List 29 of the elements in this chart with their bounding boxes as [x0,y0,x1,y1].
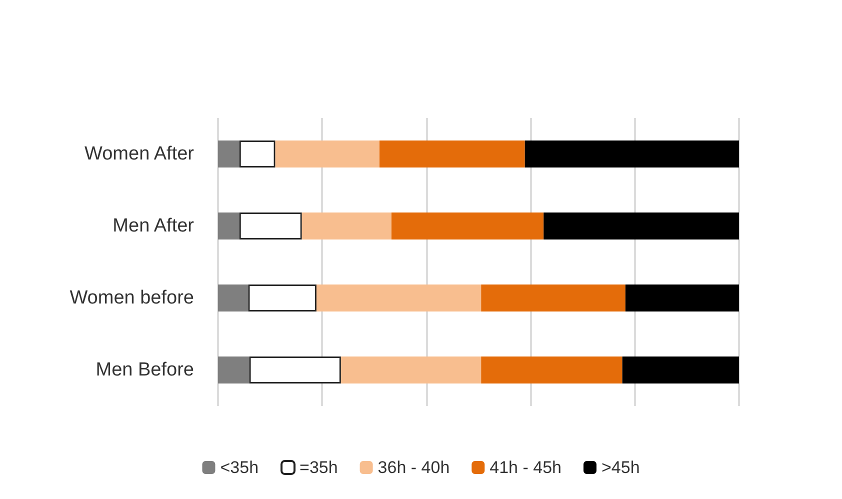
bar [275,140,380,168]
bar [302,212,392,240]
y-tick-label: Women before [70,288,194,308]
legend-label: >45h [601,458,640,477]
bar [316,284,482,312]
bar [239,140,276,168]
legend-label: 36h - 40h [378,458,450,477]
bar [218,284,248,312]
bar [481,356,622,384]
bar [218,140,240,168]
bar [622,356,739,384]
bar [340,356,482,384]
bar [625,284,739,312]
bar [239,212,302,240]
legend-label: <35h [220,458,259,477]
y-tick-label: Men After [112,216,195,236]
legend-label: 41h - 45h [490,458,562,477]
y-tick-label: Women After [84,144,195,164]
bar [380,140,525,168]
bar [249,356,341,384]
bar [391,212,544,240]
bar [524,140,739,168]
bar [248,284,316,312]
bar [481,284,626,312]
bar [218,356,250,384]
y-tick-label: Men Before [96,360,194,380]
bar [218,212,240,240]
bar [544,212,739,240]
legend-label: =35h [300,458,338,477]
